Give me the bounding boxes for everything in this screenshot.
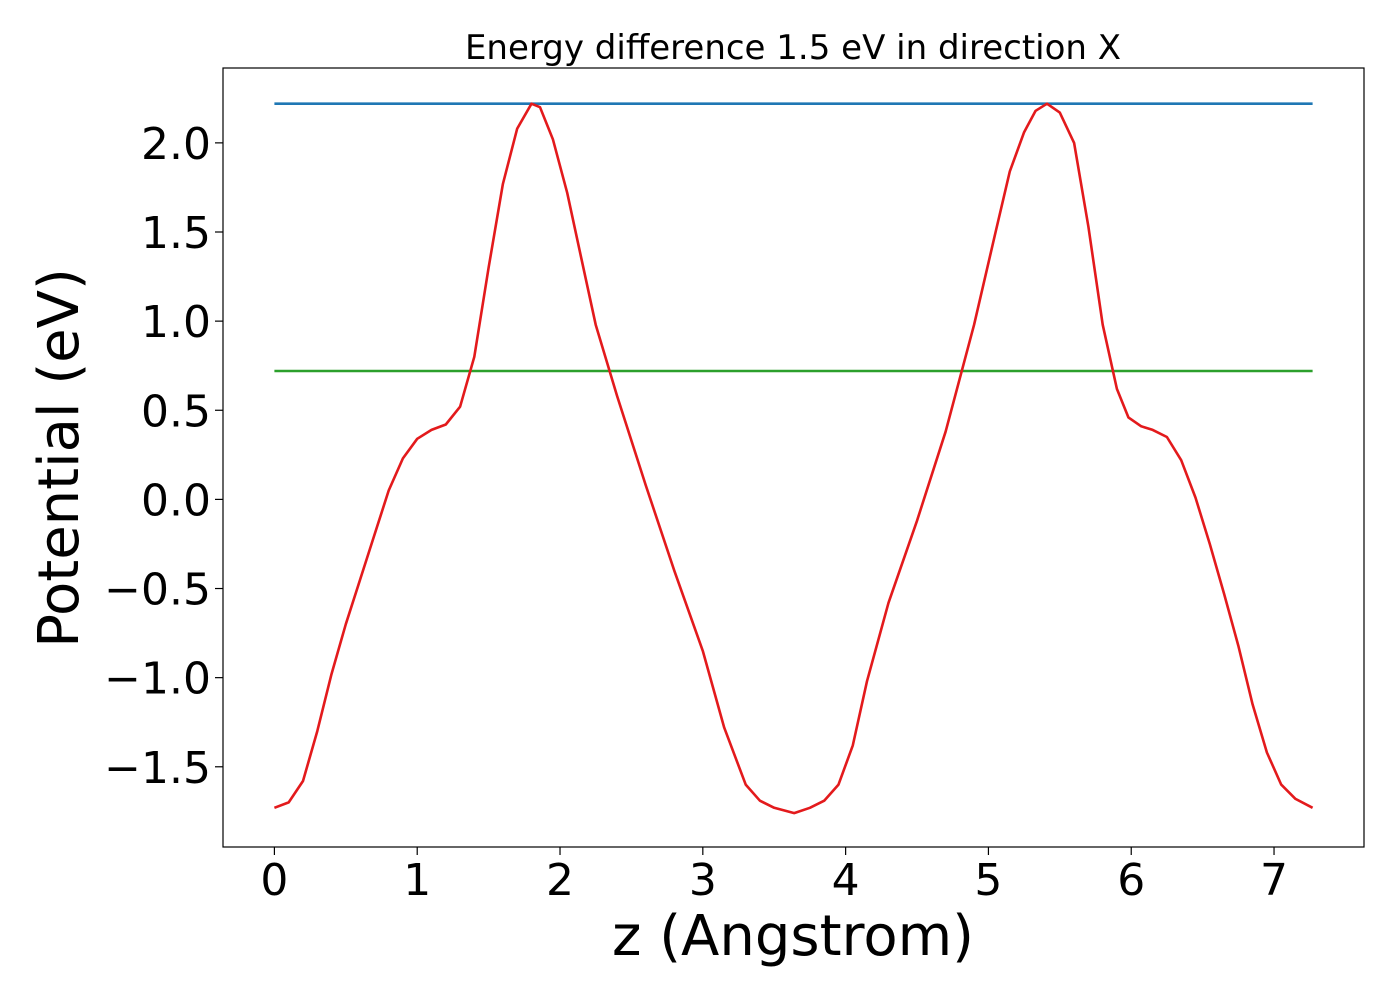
series-line-3 [273,102,1314,815]
y-tick-label: 2.0 [141,119,211,170]
x-tick-label: 7 [1260,855,1288,906]
y-tick-label: 0.0 [141,475,211,526]
x-tick-label: 0 [260,855,288,906]
x-tick-label: 6 [1117,855,1145,906]
x-tick-label: 5 [974,855,1002,906]
axes-frame [222,67,1365,848]
y-tick-label: −1.5 [104,743,211,794]
y-tick-label: 1.5 [141,208,211,259]
chart-title: Energy difference 1.5 eV in direction X [465,28,1121,68]
axis-ticks: 0 1 2 3 4 5 6 7 −1.5 −1.0 −0.5 0.0 0.5 1.0 1.5 2.0 [104,119,1288,906]
x-tick-label: 4 [832,855,860,906]
plot-area [273,102,1314,815]
x-axis-label: z (Angstrom) [612,904,974,969]
x-tick-label: 3 [689,855,717,906]
y-axis-label: Potential (eV) [27,268,92,648]
x-tick-label: 2 [546,855,574,906]
y-tick-label: −0.5 [104,565,211,616]
y-tick-label: −1.0 [104,654,211,705]
y-tick-label: 0.5 [141,386,211,437]
y-tick-label: 1.0 [141,297,211,348]
x-tick-label: 1 [403,855,431,906]
